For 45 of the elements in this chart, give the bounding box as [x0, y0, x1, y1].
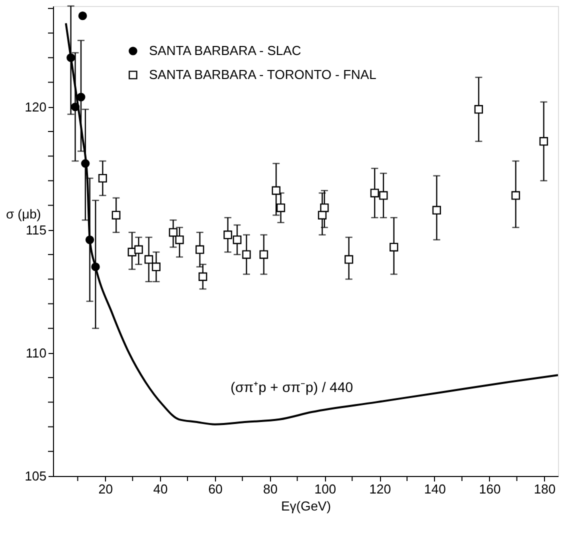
x-tick-label: 40	[153, 482, 168, 496]
point	[175, 235, 184, 244]
point	[432, 206, 441, 215]
legend-label: SANTA BARBARA - SLAC	[149, 43, 302, 58]
point	[276, 203, 286, 212]
point	[78, 12, 87, 20]
y-axis-title: σ (μb)	[6, 206, 42, 222]
y-tick-label: 120	[24, 99, 46, 114]
x-tick-label: 180	[534, 482, 556, 496]
point	[98, 174, 107, 183]
x-tick-label: 60	[208, 482, 223, 496]
point	[168, 228, 178, 237]
x-tick-label: 100	[314, 482, 336, 496]
point	[144, 255, 154, 264]
point	[379, 191, 388, 200]
annotation: (σπ⁺p + σπ⁻p) / 440	[230, 378, 354, 395]
point	[272, 186, 280, 195]
point	[474, 105, 483, 114]
point	[320, 203, 329, 212]
x-tick-label: 140	[424, 482, 446, 496]
point	[224, 230, 232, 240]
point	[318, 210, 327, 220]
point	[198, 272, 208, 281]
point	[390, 242, 398, 252]
point	[242, 250, 251, 259]
y-tick-label: 105	[24, 468, 46, 484]
point	[259, 250, 268, 259]
x-axis-title: Eγ(GeV)	[281, 498, 331, 514]
point	[344, 255, 354, 264]
y-tick-label: 110	[26, 345, 46, 360]
point	[134, 245, 143, 254]
point	[539, 137, 548, 146]
point	[112, 210, 120, 220]
x-tick-label: 120	[369, 482, 391, 496]
point	[76, 92, 86, 102]
legend-label: SANTA BARBARA - TORONTO - FNAL	[149, 67, 376, 82]
point	[196, 245, 204, 254]
point	[370, 188, 379, 198]
point	[152, 262, 161, 272]
y-tick-label: 115	[26, 222, 46, 238]
x-tick-label: 160	[479, 482, 501, 496]
point	[232, 235, 242, 244]
x-tick-label: 80	[263, 482, 278, 496]
point	[511, 191, 520, 200]
x-tick-label: 20	[98, 482, 113, 496]
